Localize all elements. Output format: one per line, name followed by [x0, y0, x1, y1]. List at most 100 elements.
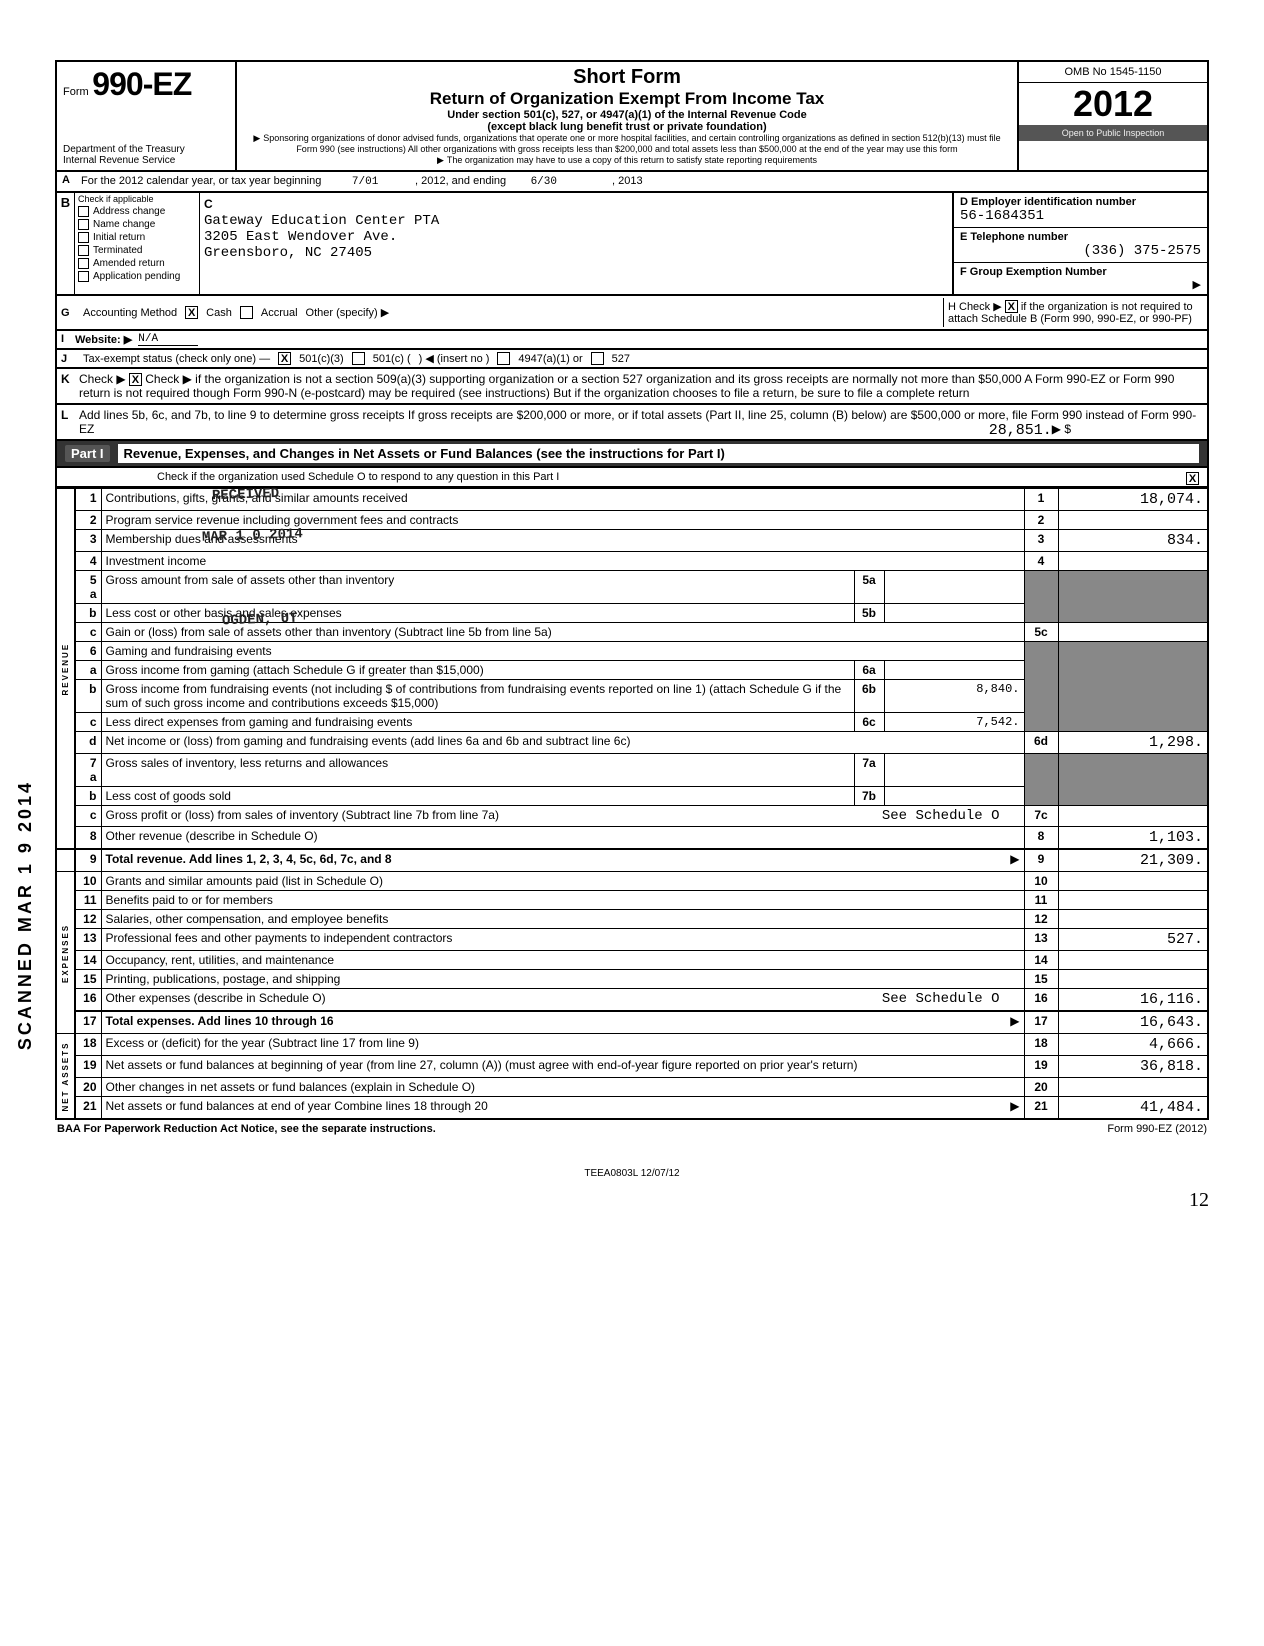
ln5c-rn: 5c [1024, 623, 1058, 642]
chk-address[interactable] [78, 206, 89, 217]
lbl-address: Address change [93, 206, 165, 217]
ln4-n: 4 [75, 552, 101, 571]
ln8-rn: 8 [1024, 827, 1058, 850]
fine-print-1: Sponsoring organizations of donor advise… [245, 133, 1009, 155]
ln11-a [1058, 891, 1208, 910]
row-j: J Tax-exempt status (check only one) — X… [55, 350, 1209, 369]
scanned-stamp: SCANNED MAR 1 9 2014 [15, 780, 36, 1050]
shade-5 [1024, 571, 1058, 623]
chk-initial[interactable] [78, 232, 89, 243]
ln14-rn: 14 [1024, 951, 1058, 970]
lbl-cash: Cash [206, 307, 232, 319]
ln6a-n: a [75, 661, 101, 680]
chk-accrual[interactable] [240, 306, 253, 319]
lbl-501c3: 501(c)(3) [299, 353, 344, 365]
ln6b-mn: 6b [854, 680, 884, 713]
i-label: Website: ▶ [75, 333, 132, 346]
ln8-d: Other revenue (describe in Schedule O) [101, 827, 1024, 850]
lbl-initial: Initial return [93, 232, 145, 243]
part1-check-row: Check if the organization used Schedule … [55, 468, 1209, 488]
shade-7 [1024, 754, 1058, 806]
ln17-d: Total expenses. Add lines 10 through 16▶ [101, 1011, 1024, 1034]
chk-name[interactable] [78, 219, 89, 230]
period-mid: , 2012, and ending [415, 175, 506, 187]
ln1-d: Contributions, gifts, grants, and simila… [101, 489, 1024, 511]
chk-terminated[interactable] [78, 245, 89, 256]
chk-part1[interactable]: X [1186, 472, 1199, 485]
ln12-a [1058, 910, 1208, 929]
shade-6 [1024, 642, 1058, 732]
ln1-rn: 1 [1024, 489, 1058, 511]
k-text: Check ▶ X Check ▶ if the organization is… [79, 372, 1174, 400]
ln6a-d: Gross income from gaming (attach Schedul… [101, 661, 854, 680]
title-short-form: Short Form [245, 66, 1009, 89]
lbl-other: Other (specify) ▶ [306, 306, 390, 319]
ein: 56-1684351 [960, 208, 1201, 224]
ln6d-a: 1,298. [1058, 732, 1208, 754]
ln21-rn: 21 [1024, 1097, 1058, 1120]
ln10-a [1058, 872, 1208, 891]
lbl-pending: Application pending [93, 271, 180, 282]
ln7a-mv [884, 754, 1024, 787]
ln2-n: 2 [75, 511, 101, 530]
ln5c-a [1058, 623, 1208, 642]
ln3-a: 834. [1058, 530, 1208, 552]
ln9-a: 21,309. [1058, 849, 1208, 872]
ln7b-mn: 7b [854, 787, 884, 806]
chk-amended[interactable] [78, 258, 89, 269]
j-label: Tax-exempt status (check only one) — [83, 353, 270, 365]
ln4-rn: 4 [1024, 552, 1058, 571]
ln14-d: Occupancy, rent, utilities, and maintena… [101, 951, 1024, 970]
ln10-d: Grants and similar amounts paid (list in… [101, 872, 1024, 891]
ln2-a [1058, 511, 1208, 530]
ln7a-d: Gross sales of inventory, less returns a… [101, 754, 854, 787]
footer-right: Form 990-EZ (2012) [1107, 1123, 1207, 1135]
ln11-rn: 11 [1024, 891, 1058, 910]
org-name: Gateway Education Center PTA [204, 213, 439, 229]
f-label: F Group Exemption Number [960, 266, 1201, 278]
dept-treasury: Department of the Treasury [63, 144, 229, 155]
ln18-a: 4,666. [1058, 1034, 1208, 1056]
ln5b-n: b [75, 604, 101, 623]
part1-title: Revenue, Expenses, and Changes in Net As… [124, 446, 725, 461]
ln6b-n: b [75, 680, 101, 713]
ln19-n: 19 [75, 1056, 101, 1078]
chk-501c[interactable] [352, 352, 365, 365]
ln13-rn: 13 [1024, 929, 1058, 951]
ln6d-n: d [75, 732, 101, 754]
ln15-n: 15 [75, 970, 101, 989]
ln20-a [1058, 1078, 1208, 1097]
part1-check-text: Check if the organization used Schedule … [157, 471, 559, 483]
tax-year: 2012 [1019, 83, 1207, 125]
ln13-a: 527. [1058, 929, 1208, 951]
ln6-d: Gaming and fundraising events [101, 642, 1024, 661]
org-addr2: Greensboro, NC 27405 [204, 245, 372, 261]
omb-number: OMB No 1545-1150 [1019, 62, 1207, 83]
ln18-rn: 18 [1024, 1034, 1058, 1056]
ln4-d: Investment income [101, 552, 1024, 571]
ln20-n: 20 [75, 1078, 101, 1097]
chk-cash[interactable]: X [185, 306, 198, 319]
period-label: For the 2012 calendar year, or tax year … [81, 175, 321, 187]
ln8-n: 8 [75, 827, 101, 850]
ln20-d: Other changes in net assets or fund bala… [101, 1078, 1024, 1097]
ln7b-d: Less cost of goods sold [101, 787, 854, 806]
chk-527[interactable] [591, 352, 604, 365]
form-number: Form 990-EZ [63, 66, 229, 103]
row-g: G Accounting Method XCash Accrual Other … [55, 296, 1209, 331]
shade-5a [1058, 571, 1208, 623]
period-end: 6/30 [531, 176, 557, 188]
chk-h[interactable]: X [1005, 300, 1018, 313]
ln13-n: 13 [75, 929, 101, 951]
shade-6a [1058, 642, 1208, 732]
chk-501c3[interactable]: X [278, 352, 291, 365]
chk-4947[interactable] [497, 352, 510, 365]
ln16-note: See Schedule O [882, 991, 1000, 1007]
chk-k[interactable]: X [129, 373, 142, 386]
chk-pending[interactable] [78, 271, 89, 282]
stamp-received: RECEIVED [211, 486, 279, 504]
ln16-a: 16,116. [1058, 989, 1208, 1012]
ln21-d: Net assets or fund balances at end of ye… [101, 1097, 1024, 1120]
ln6b-d: Gross income from fundraising events (no… [101, 680, 854, 713]
ln5a-n: 5 a [75, 571, 101, 604]
